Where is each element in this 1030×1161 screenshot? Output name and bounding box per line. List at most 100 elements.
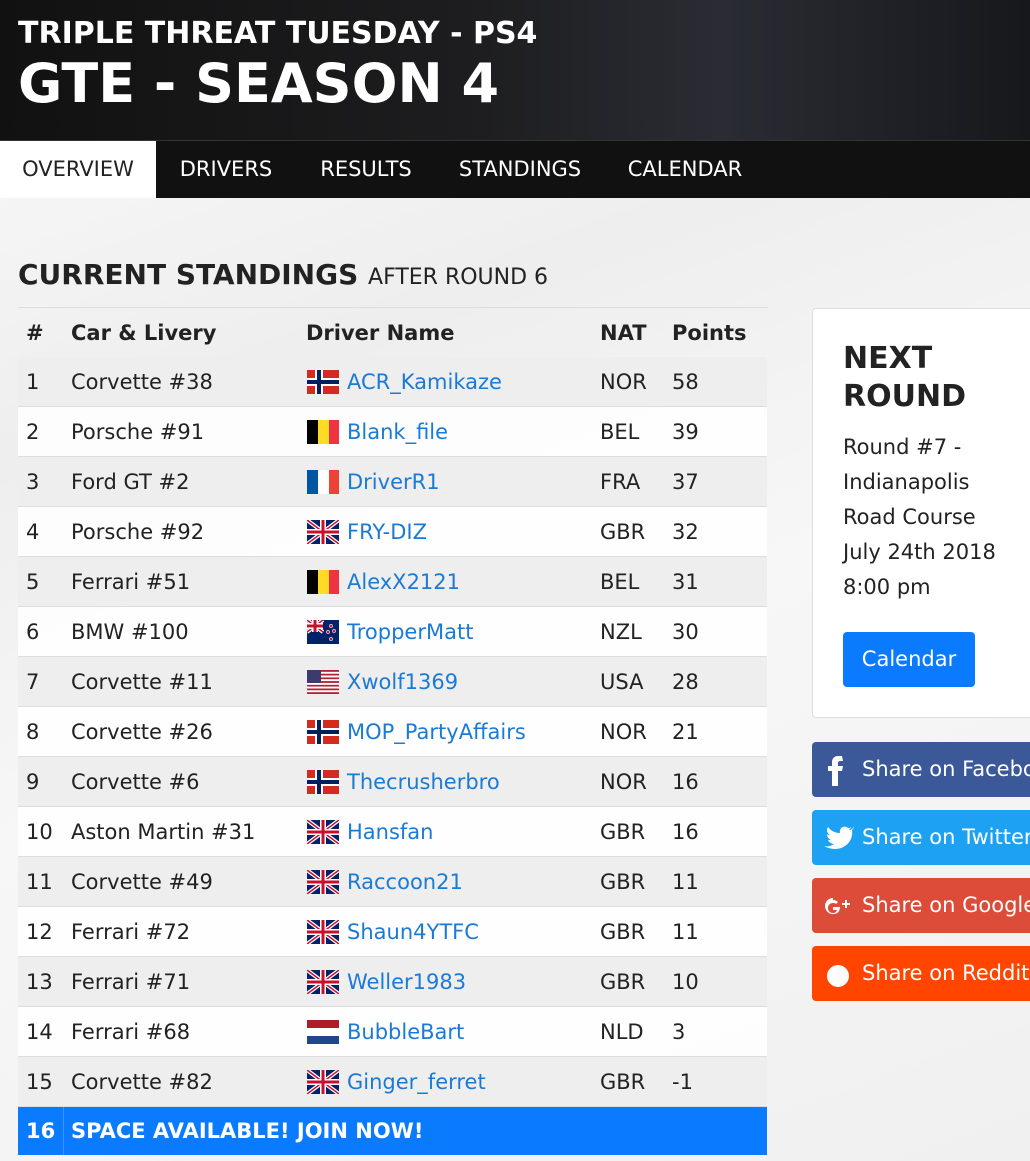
driver-link[interactable]: Thecrusherbro <box>347 770 500 794</box>
nationality: NOR <box>600 720 647 744</box>
car: Corvette #82 <box>71 1070 213 1094</box>
position: 3 <box>26 470 40 494</box>
table-row <box>18 1057 767 1107</box>
column-header: # <box>26 321 44 345</box>
share-icon <box>824 826 854 849</box>
table-row <box>18 357 767 407</box>
round-info: 8:00 pm <box>843 575 931 599</box>
nationality: GBR <box>600 820 646 844</box>
car: Ferrari #51 <box>71 570 191 594</box>
driver-link[interactable]: Hansfan <box>347 820 434 844</box>
flag <box>307 820 339 844</box>
driver-link[interactable]: DriverR1 <box>347 470 440 494</box>
flag <box>307 920 339 944</box>
car: Porsche #92 <box>71 520 205 544</box>
column-header: Driver Name <box>306 321 455 345</box>
share-button[interactable]: Share on Twitter <box>812 810 1030 865</box>
join-text[interactable]: SPACE AVAILABLE! JOIN NOW! <box>71 1119 424 1143</box>
driver-link[interactable]: Weller1983 <box>347 970 467 994</box>
table-row <box>18 757 767 807</box>
points: -1 <box>672 1070 693 1094</box>
heading: CURRENT STANDINGS <box>18 258 359 291</box>
car: Ferrari #71 <box>71 970 191 994</box>
nav-tab[interactable]: CALENDAR <box>627 157 743 181</box>
driver-link[interactable]: AlexX2121 <box>347 570 461 594</box>
driver-link[interactable]: MOP_PartyAffairs <box>347 720 526 744</box>
driver-link[interactable]: Raccoon21 <box>347 870 463 894</box>
points: 16 <box>672 770 699 794</box>
share-button[interactable]: Share on Facebook <box>812 742 1030 797</box>
flag <box>307 470 339 494</box>
points: 39 <box>672 420 699 444</box>
nationality: GBR <box>600 520 646 544</box>
driver-link[interactable]: BubbleBart <box>347 1020 465 1044</box>
nationality: BEL <box>600 570 640 594</box>
nav-tab[interactable]: STANDINGS <box>458 157 582 181</box>
calendar-button[interactable]: Calendar <box>843 632 975 687</box>
table-row <box>18 957 767 1007</box>
points: 16 <box>672 820 699 844</box>
nationality: NLD <box>600 1020 644 1044</box>
nav-tab[interactable]: OVERVIEW <box>0 141 156 198</box>
driver-link[interactable]: TropperMatt <box>347 620 474 644</box>
column-header: NAT <box>600 321 647 345</box>
driver-link[interactable]: Shaun4YTFC <box>347 920 479 944</box>
flag <box>307 620 339 644</box>
share-label: Share on Facebook <box>862 757 1030 781</box>
flag <box>307 770 339 794</box>
share-button[interactable]: Share on Google+ <box>812 878 1030 933</box>
position: 8 <box>26 720 40 744</box>
share-button[interactable]: Share on Reddit <box>812 946 1030 1001</box>
points: 3 <box>672 1020 686 1044</box>
share-icon <box>827 965 849 987</box>
car: Corvette #6 <box>71 770 200 794</box>
nationality: GBR <box>600 1070 646 1094</box>
table-row <box>18 857 767 907</box>
flag <box>307 720 339 744</box>
nav-tab[interactable]: DRIVERS <box>179 157 273 181</box>
nationality: USA <box>600 670 644 694</box>
driver-link[interactable]: Blank_file <box>347 420 449 444</box>
flag <box>307 1070 339 1094</box>
car: Aston Martin #31 <box>71 820 256 844</box>
position: 6 <box>26 620 40 644</box>
points: 30 <box>672 620 699 644</box>
points: 58 <box>672 370 699 394</box>
nationality: NOR <box>600 370 647 394</box>
join-row[interactable] <box>18 1107 767 1155</box>
table-row <box>18 507 767 557</box>
position: 15 <box>26 1070 53 1094</box>
table-row <box>18 707 767 757</box>
points: 31 <box>672 570 699 594</box>
table-row <box>18 807 767 857</box>
car: Porsche #91 <box>71 420 205 444</box>
icon-shape <box>825 898 850 914</box>
divider <box>18 307 768 308</box>
share-label: Share on Google+ <box>862 893 1030 917</box>
position: 10 <box>26 820 53 844</box>
driver-link[interactable]: ACR_Kamikaze <box>347 370 502 394</box>
driver-link[interactable]: FRY-DIZ <box>347 520 427 544</box>
nav-tab[interactable]: RESULTS <box>320 157 412 181</box>
car: BMW #100 <box>71 620 189 644</box>
nationality: GBR <box>600 920 646 944</box>
nationality: FRA <box>600 470 641 494</box>
driver-link[interactable]: Xwolf1369 <box>347 670 459 694</box>
round-info: July 24th 2018 <box>843 540 996 564</box>
position: 9 <box>26 770 40 794</box>
points: 11 <box>672 920 699 944</box>
position: 2 <box>26 420 40 444</box>
car: Ford GT #2 <box>71 470 190 494</box>
flag <box>307 970 339 994</box>
league-name: TRIPLE THREAT TUESDAY - PS4 <box>18 16 538 51</box>
flag <box>307 870 339 894</box>
flag <box>307 1020 339 1044</box>
driver-link[interactable]: Ginger_ferret <box>347 1070 486 1094</box>
nationality: BEL <box>600 420 640 444</box>
flag <box>307 570 339 594</box>
points: 21 <box>672 720 699 744</box>
share-label: Share on Twitter <box>862 825 1030 849</box>
position: 7 <box>26 670 40 694</box>
position: 4 <box>26 520 40 544</box>
